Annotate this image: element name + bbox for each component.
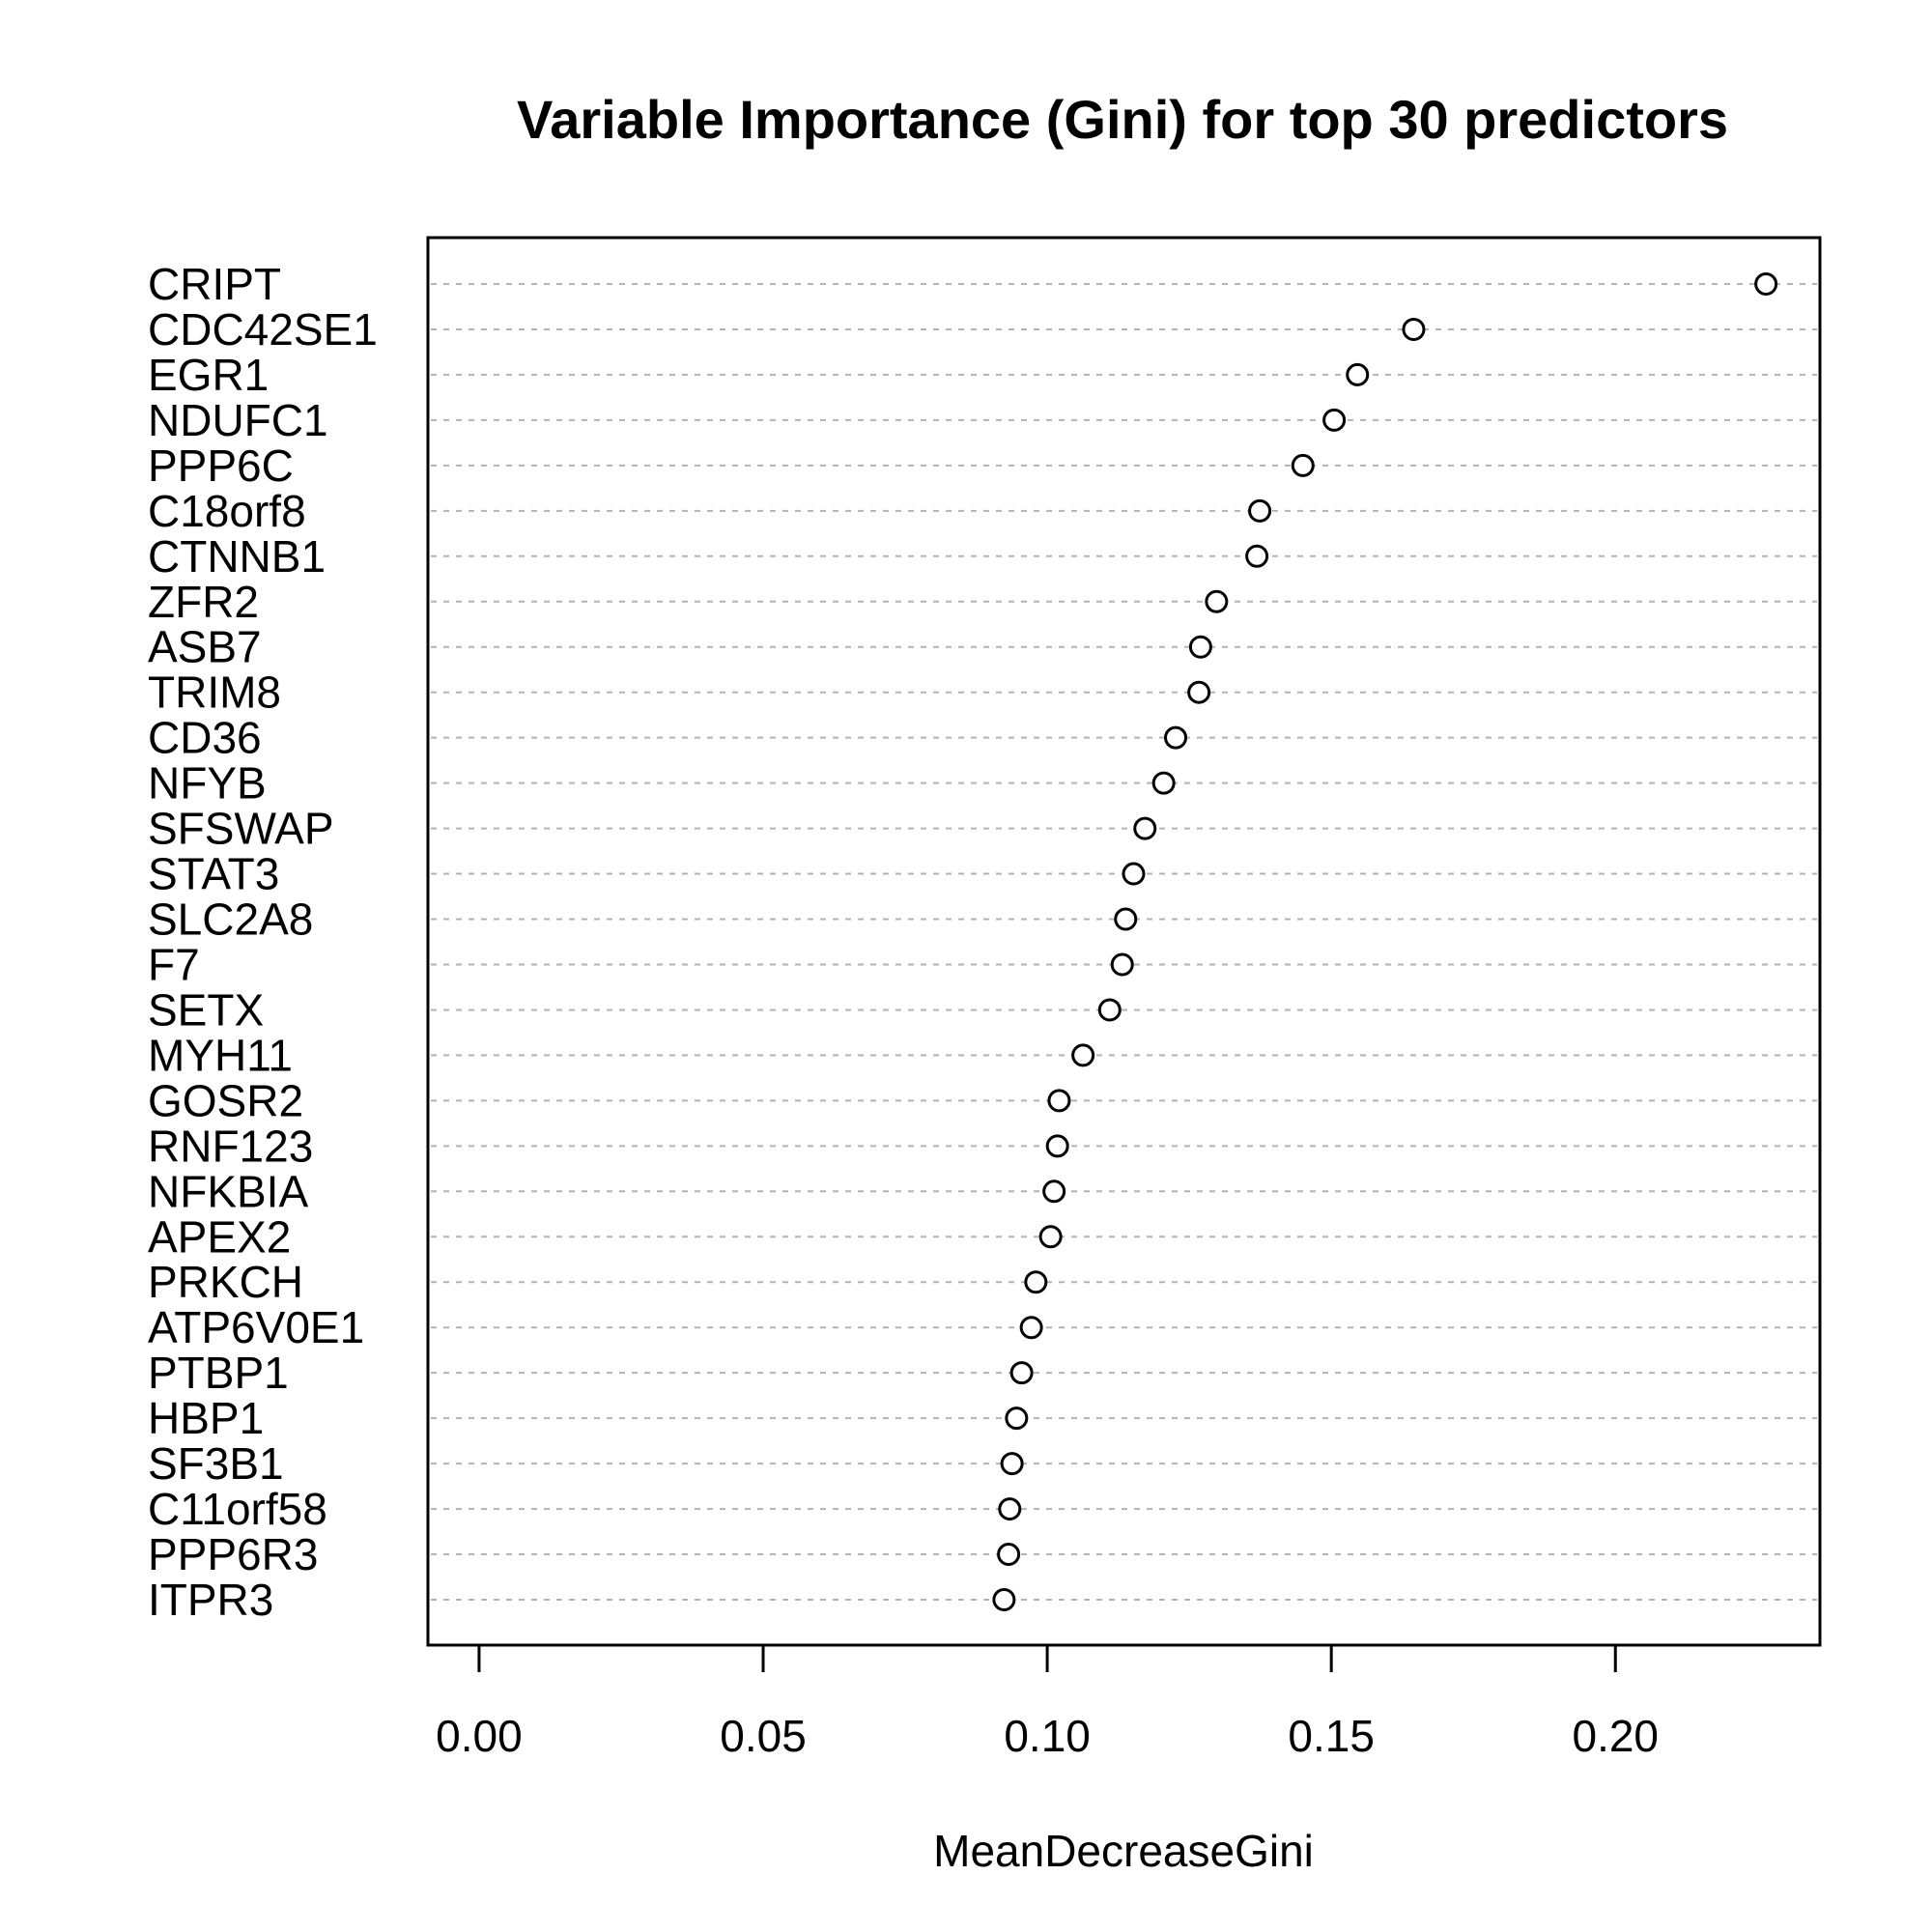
- data-point: [1024, 1270, 1048, 1294]
- data-point: [1151, 771, 1176, 795]
- data-point: [992, 1588, 1016, 1611]
- category-label: SLC2A8: [148, 895, 313, 945]
- category-label: STAT3: [148, 849, 279, 899]
- data-point: [1005, 1406, 1029, 1431]
- x-tick-label: 0.15: [1288, 1711, 1375, 1761]
- category-label: HBP1: [148, 1393, 264, 1443]
- category-label: SETX: [148, 984, 264, 1035]
- data-point: [1019, 1316, 1043, 1340]
- data-point: [1097, 998, 1122, 1022]
- category-labels: CRIPTCDC42SE1EGR1NDUFC1PPP6CC18orf8CTNNB…: [148, 259, 378, 1625]
- data-point: [1248, 498, 1272, 523]
- category-label: C18orf8: [148, 486, 306, 536]
- category-label: CRIPT: [148, 259, 281, 309]
- category-label: PPP6C: [148, 440, 294, 491]
- data-point: [1045, 1134, 1069, 1158]
- category-label: ATP6V0E1: [148, 1302, 364, 1352]
- category-label: CDC42SE1: [148, 304, 378, 355]
- category-label: NDUFC1: [148, 395, 328, 445]
- data-point: [1038, 1225, 1063, 1249]
- x-tick-label: 0.05: [720, 1711, 807, 1761]
- data-point: [1042, 1179, 1066, 1204]
- category-label: PTBP1: [148, 1348, 289, 1398]
- data-point: [1114, 907, 1138, 931]
- category-label: APEX2: [148, 1211, 291, 1262]
- category-label: ZFR2: [148, 577, 259, 627]
- data-point: [1071, 1043, 1095, 1067]
- category-label: CD36: [148, 713, 262, 763]
- category-label: ASB7: [148, 622, 262, 672]
- category-label: ITPR3: [148, 1575, 273, 1625]
- category-label: PRKCH: [148, 1257, 303, 1307]
- data-point: [1187, 680, 1211, 704]
- data-point: [1205, 589, 1229, 613]
- data-point: [1188, 635, 1212, 659]
- guide-lines: [431, 283, 1817, 1601]
- plot-frame: [426, 236, 1822, 1647]
- data-point: [1122, 862, 1146, 886]
- data-point: [1133, 816, 1157, 840]
- category-label: EGR1: [148, 350, 269, 400]
- data-point: [1402, 317, 1426, 341]
- data-points: [992, 272, 1778, 1611]
- category-label: NFKBIA: [148, 1166, 308, 1216]
- x-axis: 0.00 0.05 0.10 0.15 0.20: [436, 1643, 1659, 1761]
- category-label: F7: [148, 939, 200, 989]
- category-label: TRIM8: [148, 668, 281, 718]
- category-label: GOSR2: [148, 1075, 303, 1125]
- x-tick-label: 0.20: [1572, 1711, 1659, 1761]
- category-label: SF3B1: [148, 1438, 284, 1489]
- category-label: SFSWAP: [148, 804, 334, 854]
- data-point: [1009, 1361, 1034, 1385]
- data-point: [1291, 453, 1315, 477]
- category-label: CTNNB1: [148, 531, 326, 582]
- category-label: MYH11: [148, 1030, 293, 1080]
- x-tick-label: 0.00: [436, 1711, 523, 1761]
- data-point: [1754, 272, 1778, 296]
- data-point: [1322, 408, 1347, 432]
- data-point: [1245, 544, 1269, 568]
- category-label: NFYB: [148, 758, 267, 809]
- chart-title: Variable Importance (Gini) for top 30 pr…: [517, 89, 1728, 150]
- data-point: [1000, 1452, 1024, 1476]
- data-point: [1346, 362, 1370, 386]
- data-point: [997, 1543, 1021, 1567]
- data-point: [1047, 1089, 1071, 1113]
- data-point: [1110, 952, 1134, 977]
- category-label: C11orf58: [148, 1484, 327, 1534]
- x-tick-label: 0.10: [1004, 1711, 1091, 1761]
- data-point: [998, 1497, 1022, 1521]
- category-label: PPP6R3: [148, 1529, 318, 1579]
- data-point: [1164, 725, 1188, 750]
- x-axis-label: MeanDecreaseGini: [933, 1826, 1314, 1876]
- category-label: RNF123: [148, 1121, 313, 1171]
